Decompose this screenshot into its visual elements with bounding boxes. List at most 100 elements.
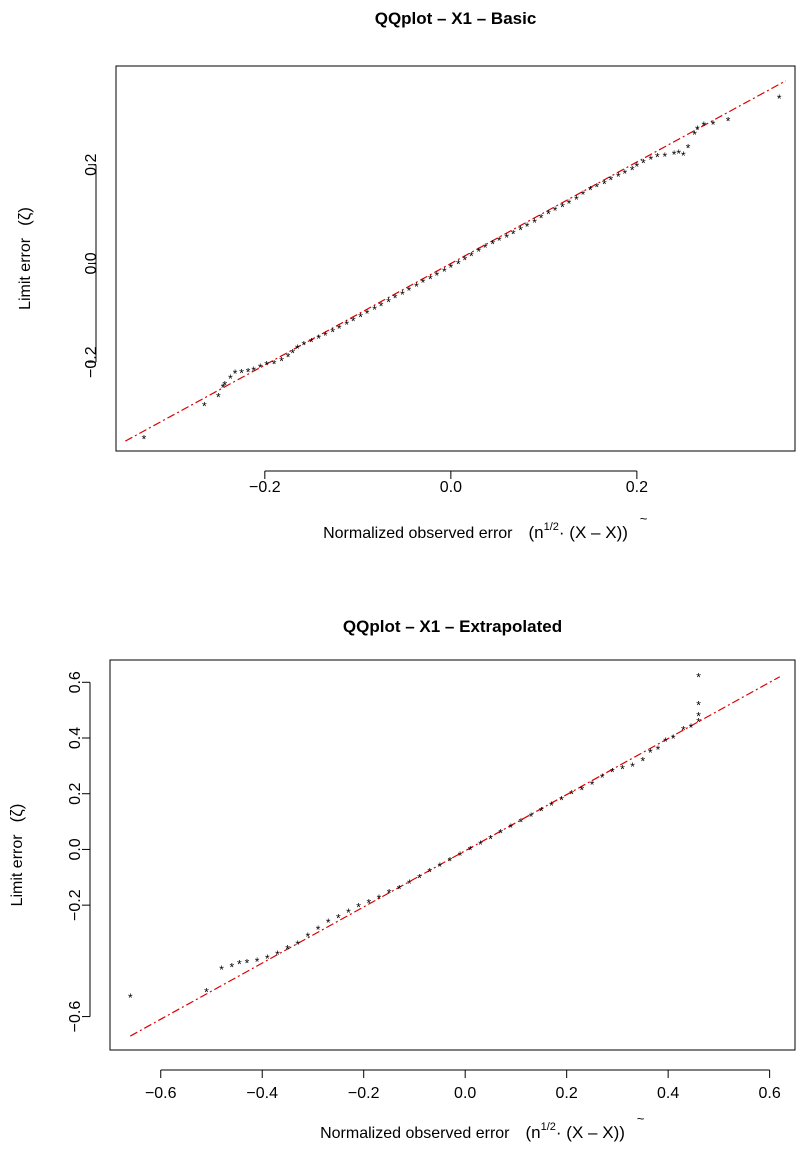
data-point: * — [372, 303, 377, 317]
data-point: * — [711, 118, 716, 132]
y-tick-label: 0.0 — [67, 838, 84, 860]
data-point: * — [239, 367, 244, 381]
data-point: * — [275, 948, 280, 962]
data-point: * — [595, 180, 600, 194]
reference-line — [130, 676, 781, 1037]
data-point: * — [478, 838, 483, 852]
data-point: * — [504, 231, 509, 245]
data-point: * — [539, 212, 544, 226]
data-point: * — [525, 220, 530, 234]
data-point: * — [386, 295, 391, 309]
data-point: * — [306, 930, 311, 944]
data-point: * — [518, 223, 523, 237]
data-point: * — [498, 827, 503, 841]
y-tick-label: 0.2 — [83, 153, 100, 175]
data-point: * — [476, 245, 481, 259]
x-tick-label: −0.6 — [145, 1085, 177, 1102]
chart-2: QQplot – X1 – Extrapolated −0.6 −0.4 −0.2 0.… — [7, 617, 796, 1142]
data-point: * — [610, 765, 615, 779]
data-point: * — [414, 280, 419, 294]
data-point: * — [407, 877, 412, 891]
data-point: * — [696, 671, 701, 685]
data-point: * — [366, 896, 371, 910]
x-axis-label-text: Normalized observed error — [323, 525, 513, 542]
data-point: * — [529, 810, 534, 824]
data-point: * — [233, 367, 238, 381]
data-point: * — [229, 960, 234, 974]
data-point: * — [377, 892, 382, 906]
data-point: * — [286, 351, 291, 365]
y-tick-label: 0.6 — [67, 671, 84, 693]
data-point: * — [519, 816, 524, 830]
x-label-math-close: )) — [617, 523, 628, 542]
y-axis-label-symbol: (ζ) — [15, 207, 34, 226]
x-tick-label: 0.6 — [759, 1085, 781, 1102]
data-point: * — [290, 346, 295, 360]
data-point: * — [549, 799, 554, 813]
data-point: * — [581, 188, 586, 202]
data-point: * — [702, 119, 707, 133]
y-tick-label: −0.6 — [67, 1001, 84, 1033]
data-point: * — [365, 307, 370, 321]
y-axis-label: Limit error (ζ) — [7, 804, 26, 907]
y-tick-label: 0.4 — [67, 727, 84, 749]
data-point: * — [532, 216, 537, 230]
data-point: * — [686, 141, 691, 155]
data-point: * — [488, 832, 493, 846]
data-point: * — [689, 721, 694, 735]
x-label-math-close: )) — [614, 1123, 625, 1142]
data-point: * — [421, 276, 426, 290]
data-point: * — [351, 315, 356, 329]
data-point: * — [264, 359, 269, 373]
x-tick-label: 0.4 — [657, 1085, 679, 1102]
x-label-math-mid: · (X – — [559, 523, 605, 542]
data-point: * — [427, 866, 432, 880]
x-tick-label: −0.4 — [246, 1085, 278, 1102]
data-point: * — [295, 342, 300, 356]
data-point: * — [777, 92, 782, 106]
data-point: * — [641, 156, 646, 170]
x-label-math-open: (n — [526, 1123, 541, 1142]
tilde-accent: ~ — [640, 511, 648, 526]
data-point: * — [323, 329, 328, 343]
data-point: * — [330, 326, 335, 340]
y-axis-label: Limit error (ζ) — [15, 207, 34, 310]
data-point: * — [462, 253, 467, 267]
data-point: * — [202, 400, 207, 414]
data-point: * — [663, 735, 668, 749]
data-point: * — [630, 164, 635, 178]
chart-title: QQplot – X1 – Basic — [375, 9, 537, 28]
data-point: * — [309, 335, 314, 349]
data-point: * — [559, 793, 564, 807]
data-point: * — [546, 208, 551, 222]
data-point: * — [346, 906, 351, 920]
y-tick-label: −0.2 — [83, 346, 100, 378]
data-point: * — [497, 234, 502, 248]
data-point: * — [442, 265, 447, 279]
y-tick-label: 0.2 — [67, 782, 84, 804]
data-point: * — [216, 391, 221, 405]
data-point: * — [635, 160, 640, 174]
chart-1: QQplot – X1 – Basic −0.2 0.0 0.2 −0.2 0.0 0.2 N… — [15, 9, 796, 542]
data-point: * — [468, 843, 473, 857]
data-point: * — [316, 332, 321, 346]
data-point: * — [337, 322, 342, 336]
data-point: * — [228, 372, 233, 386]
x-label-math-sup: 1/2 — [541, 1121, 556, 1133]
data-point: * — [272, 358, 277, 372]
data-point: * — [393, 291, 398, 305]
data-point: * — [608, 174, 613, 188]
data-point: * — [648, 153, 653, 167]
data-point: * — [655, 150, 660, 164]
data-point: * — [437, 860, 442, 874]
data-points: ****************************************… — [128, 671, 701, 1005]
x-axis-label-text: Normalized observed error — [320, 1125, 510, 1142]
data-point: * — [560, 201, 565, 215]
data-point: * — [681, 149, 686, 163]
x-tick-label: 0.0 — [454, 1085, 476, 1102]
data-point: * — [428, 273, 433, 287]
data-point: * — [696, 710, 701, 724]
x-axis-label: Normalized observed error (n1/2· (X – X)) — [320, 1121, 625, 1142]
data-point: * — [449, 261, 454, 275]
data-point: * — [580, 784, 585, 798]
